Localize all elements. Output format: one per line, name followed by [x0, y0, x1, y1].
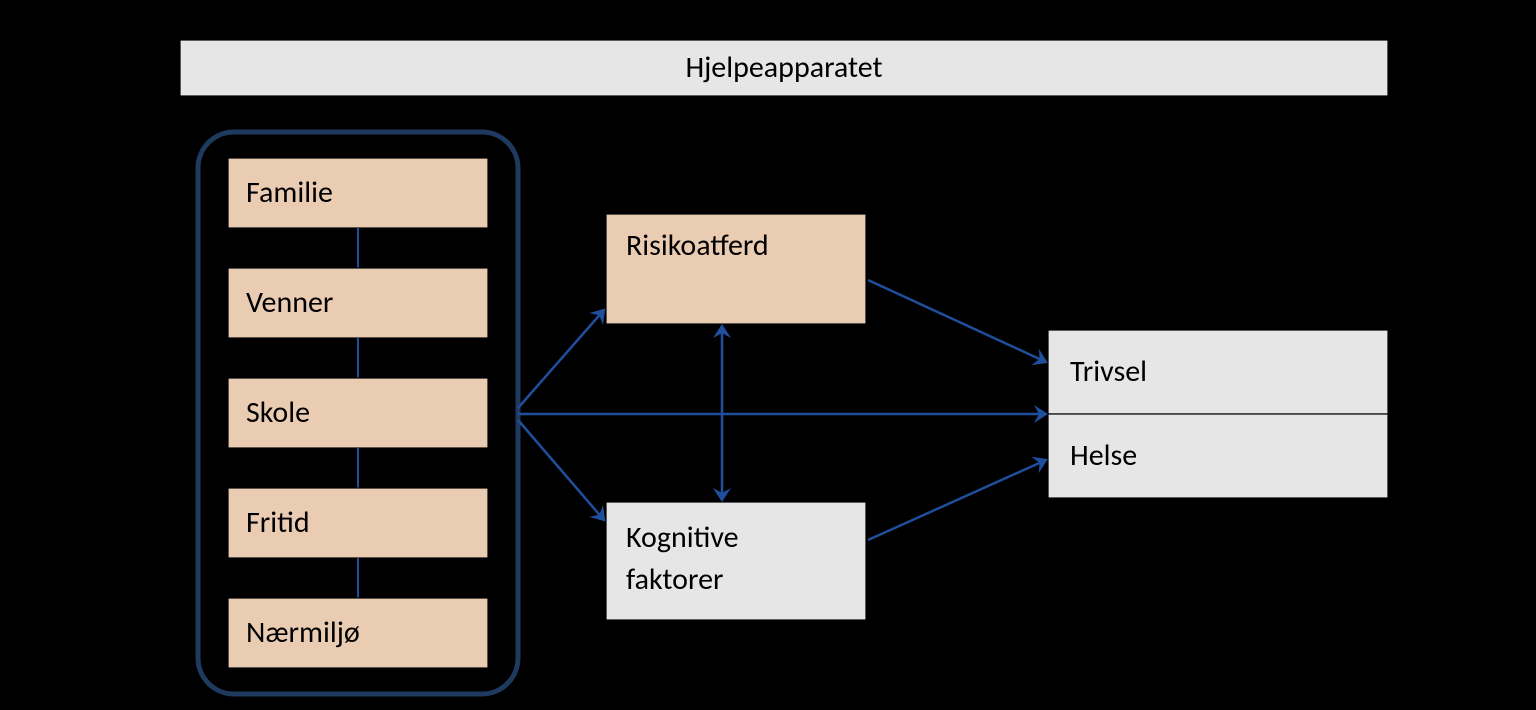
- left-box-label-venner: Venner: [246, 284, 333, 321]
- label-trivsel: Trivsel: [1070, 353, 1147, 390]
- arrow-kognitive-to-helse: [868, 460, 1046, 540]
- header-label: Hjelpeapparatet: [685, 49, 882, 86]
- label-kognitive-1: Kognitive: [626, 519, 739, 556]
- left-box-label-familie: Familie: [246, 174, 333, 211]
- arrow-group-to-risiko: [518, 310, 604, 408]
- left-box-label-skole: Skole: [246, 394, 310, 431]
- left-box-label-naermiljo: Nærmiljø: [246, 614, 360, 651]
- arrow-risiko-to-trivsel: [868, 280, 1046, 362]
- label-risikoatferd: Risikoatferd: [626, 227, 769, 264]
- label-kognitive-2: faktorer: [626, 561, 723, 598]
- label-helse: Helse: [1070, 437, 1137, 474]
- diagram-canvas: Hjelpeapparatet Familie Venner Skole Fritid N…: [0, 0, 1536, 710]
- left-box-label-fritid: Fritid: [246, 504, 310, 541]
- arrow-group-to-kognitive: [518, 420, 604, 520]
